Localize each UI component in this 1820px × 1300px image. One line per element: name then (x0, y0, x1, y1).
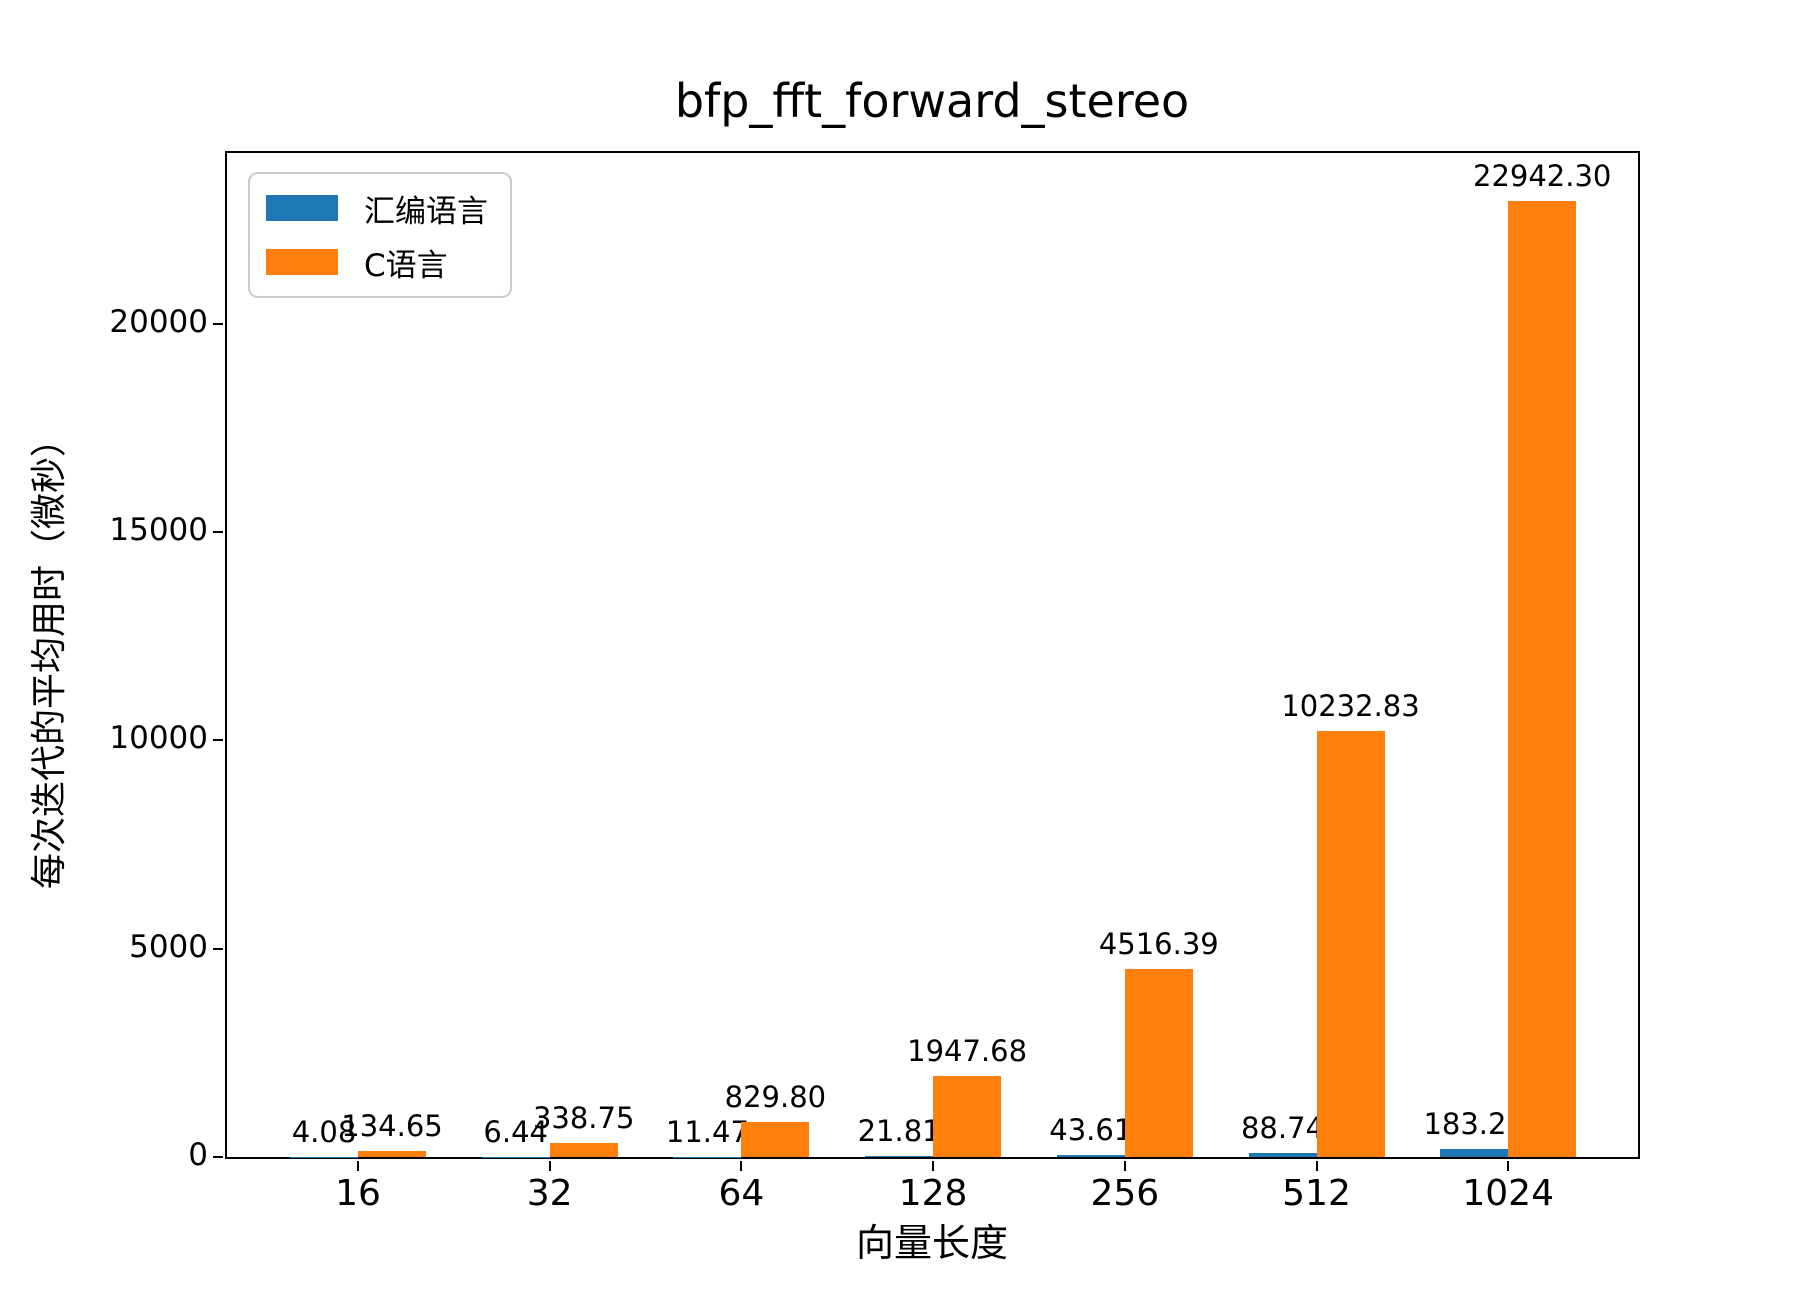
bar-C语言-16 (358, 1151, 426, 1157)
x-tick (932, 1161, 935, 1171)
y-tick-label: 20000 (109, 303, 208, 340)
bar-value-label: 6.44 (483, 1114, 548, 1149)
bar-value-label: 43.61 (1049, 1113, 1133, 1148)
bar-value-label: 88.74 (1240, 1111, 1325, 1146)
bar-汇编语言-256 (1056, 1155, 1125, 1157)
x-tick-label: 32 (526, 1173, 573, 1214)
x-tick (740, 1161, 743, 1171)
bar-value-label: 10232.83 (1281, 688, 1420, 723)
bar-value-label: 338.75 (532, 1100, 635, 1135)
bar-value-label: 829.80 (724, 1080, 827, 1115)
bar-value-label: 4.08 (291, 1114, 357, 1149)
bar-C语言-32 (549, 1142, 618, 1157)
legend: 汇编语言 C语言 (248, 172, 512, 298)
plot-area: 4.08 6.44 11.47 21.81 43.61 88.74 183.21 134.65… (213, 151, 1640, 1171)
bar-value-label: 22942.30 (1473, 159, 1612, 194)
bar-C语言-1024 (1508, 201, 1577, 1157)
x-tick-label: 256 (1090, 1173, 1160, 1214)
bar-汇编语言-128 (865, 1156, 934, 1157)
x-tick (1315, 1161, 1318, 1171)
x-tick-label: 128 (898, 1173, 968, 1214)
y-tick-label: 0 (188, 1137, 208, 1173)
legend-item: C语言 (266, 240, 488, 284)
x-tick (1123, 1161, 1126, 1171)
bar-汇编语言-1024 (1440, 1149, 1509, 1157)
y-tick-label: 15000 (109, 512, 208, 549)
y-tick (213, 531, 223, 534)
bar-C语言-256 (1124, 968, 1193, 1157)
x-axis-label: 向量长度 (855, 1221, 1009, 1265)
y-axis-label: 每次迭代的平均用时（微秒） (29, 420, 70, 890)
bar-C语言-128 (933, 1075, 1002, 1157)
bar-value-label: 4516.39 (1098, 926, 1219, 961)
bar-C语言-64 (741, 1122, 810, 1157)
x-tick (357, 1161, 359, 1171)
y-tick-label: 10000 (109, 720, 208, 757)
legend-item: 汇编语言 (266, 186, 488, 230)
bar-value-label: 134.65 (341, 1109, 443, 1144)
y-tick (213, 1156, 223, 1158)
x-tick-label: 1024 (1462, 1173, 1554, 1214)
legend-swatch (266, 195, 338, 221)
bar-value-label: 183.21 (1423, 1107, 1525, 1142)
y-tick-label: 5000 (129, 928, 208, 965)
x-tick-label: 512 (1282, 1173, 1351, 1214)
x-tick (1507, 1161, 1510, 1171)
bar-C语言-512 (1316, 730, 1385, 1157)
legend-swatch (266, 249, 338, 275)
legend-label: C语言 (364, 247, 448, 284)
x-tick-label: 16 (335, 1173, 381, 1214)
bar-value-label: 11.47 (665, 1114, 749, 1149)
bar-value-label: 1947.68 (907, 1033, 1028, 1068)
y-tick (213, 322, 223, 325)
x-tick-label: 64 (718, 1173, 765, 1214)
bar-value-label: 21.81 (857, 1114, 941, 1149)
chart-title: bfp_fft_forward_stereo (674, 74, 1190, 128)
y-tick (213, 947, 223, 950)
bar-汇编语言-512 (1248, 1153, 1317, 1157)
x-tick (548, 1161, 551, 1171)
legend-label: 汇编语言 (364, 193, 488, 230)
y-tick (213, 739, 223, 742)
